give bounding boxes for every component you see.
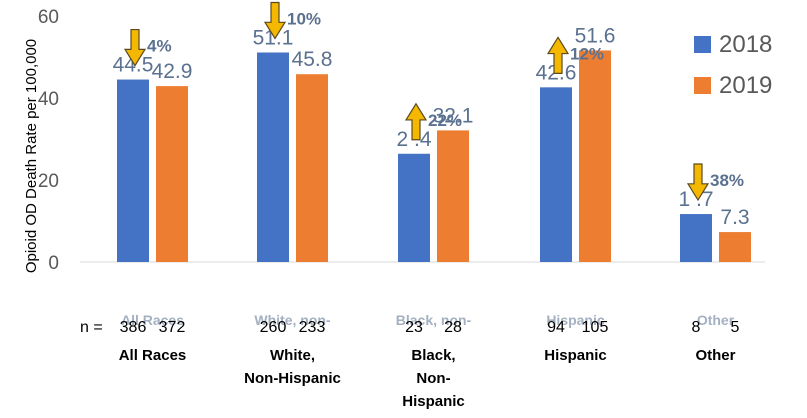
percent-change-label: 4% (147, 37, 172, 56)
value-label-2018: 1 .7 (678, 188, 713, 211)
category-label: Hispanic (402, 393, 465, 410)
percent-change-label: 38% (710, 171, 744, 190)
value-label-2018: 51.1 (253, 26, 294, 49)
value-label-2019: 32.1 (433, 104, 474, 127)
sample-size-2019: 5 (731, 319, 740, 336)
n-prefix: n = (80, 319, 103, 336)
legend-swatch-2018 (694, 36, 711, 53)
category-label: Black, (411, 347, 455, 364)
bar-2018 (680, 214, 712, 262)
y-tick-label: 20 (38, 171, 59, 192)
category-label: Other (695, 347, 735, 364)
value-label-2018: 44.5 (113, 54, 154, 77)
category-label: Hispanic (544, 347, 607, 364)
category-label: All Races (119, 347, 187, 364)
category-label: Non- (416, 370, 450, 387)
legend-label-2019: 2019 (719, 72, 772, 99)
faded-category-label: White, non- (254, 312, 331, 328)
category-label: White, (270, 347, 315, 364)
arrow-down-icon (123, 28, 147, 67)
bar-2018 (398, 153, 430, 262)
arrow-down-icon (686, 163, 710, 202)
y-tick-label: 60 (38, 7, 59, 28)
percent-change-label: 10% (287, 9, 321, 28)
bar-2018 (540, 87, 572, 262)
legend-label-2018: 2018 (719, 31, 772, 58)
sample-size-2018: 94 (547, 319, 565, 336)
sample-size-2019: 28 (444, 319, 462, 336)
bar-2019 (437, 130, 469, 262)
value-label-2019: 51.6 (575, 24, 616, 47)
bar-2018 (257, 52, 289, 262)
arrow-up-icon (546, 36, 570, 74)
arrow-down-icon (263, 1, 287, 40)
y-tick-label: 0 (48, 253, 59, 274)
bar-2019 (579, 50, 611, 262)
bar-2018 (117, 79, 149, 262)
bar-2019 (296, 74, 328, 262)
category-label: Non-Hispanic (244, 370, 341, 387)
value-label-2019: 42.9 (152, 60, 193, 83)
faded-category-label: Other (697, 312, 735, 328)
sample-size-2019: 372 (159, 319, 186, 336)
value-label-2019: 7.3 (720, 206, 749, 229)
sample-size-2018: 8 (692, 319, 701, 336)
y-tick-label: 40 (38, 89, 59, 110)
sample-size-2018: 260 (260, 319, 287, 336)
bar-2019 (156, 86, 188, 262)
value-label-2019: 45.8 (292, 48, 333, 71)
bar-2019 (719, 232, 751, 262)
arrow-up-icon (404, 102, 428, 141)
sample-size-2019: 233 (299, 319, 326, 336)
percent-change-label: 22% (428, 111, 462, 130)
y-axis-title: Opioid OD Death Rate per 100,000 (23, 39, 40, 273)
faded-category-label: Black, non- (396, 312, 472, 328)
sample-size-2018: 23 (405, 319, 423, 336)
percent-change-label: 12% (570, 44, 604, 63)
faded-category-label: All Races (121, 312, 184, 328)
legend-swatch-2019 (694, 77, 711, 94)
faded-category-label: Hispanic (546, 312, 605, 328)
sample-size-2019: 105 (582, 319, 609, 336)
sample-size-2018: 386 (120, 319, 147, 336)
